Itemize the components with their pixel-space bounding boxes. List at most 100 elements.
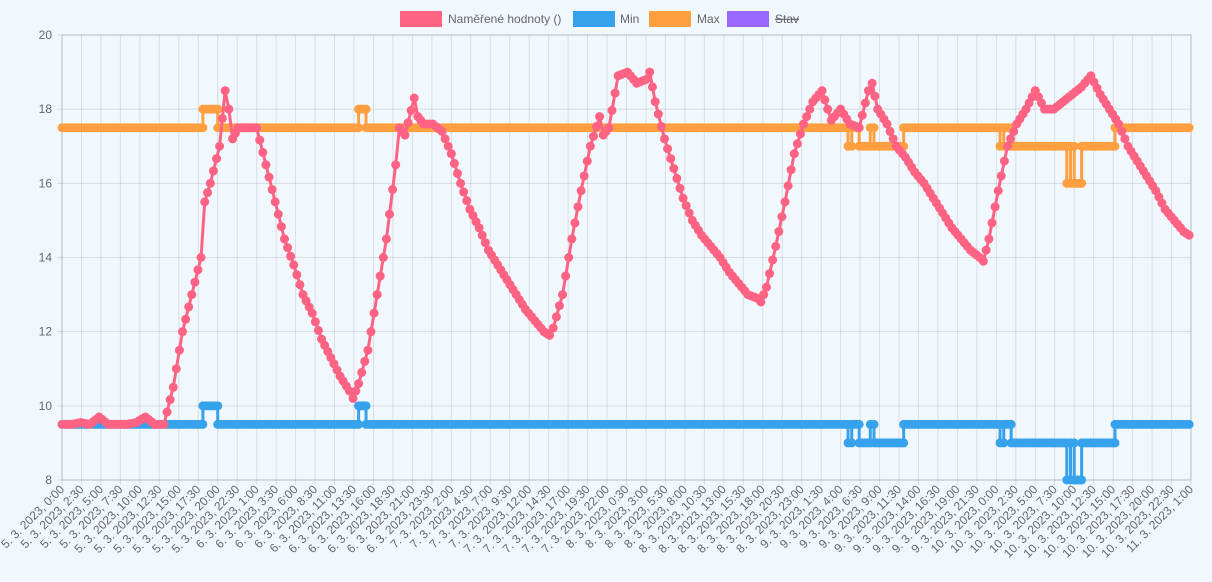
- data-point[interactable]: [999, 156, 1009, 166]
- data-point[interactable]: [174, 345, 184, 355]
- data-point[interactable]: [786, 165, 796, 175]
- data-point[interactable]: [279, 234, 289, 244]
- data-point[interactable]: [403, 118, 413, 128]
- data-point[interactable]: [570, 218, 580, 228]
- data-point[interactable]: [1077, 178, 1087, 188]
- data-point[interactable]: [344, 386, 354, 396]
- data-point[interactable]: [768, 255, 778, 265]
- data-point[interactable]: [162, 407, 172, 417]
- data-point[interactable]: [452, 168, 462, 178]
- data-point[interactable]: [641, 75, 651, 84]
- data-point[interactable]: [1006, 134, 1016, 144]
- data-point[interactable]: [354, 419, 364, 429]
- data-point[interactable]: [585, 141, 595, 151]
- data-point[interactable]: [310, 317, 320, 327]
- data-point[interactable]: [771, 241, 781, 251]
- data-point[interactable]: [400, 130, 410, 140]
- data-point[interactable]: [388, 185, 398, 195]
- data-point[interactable]: [406, 105, 416, 115]
- data-point[interactable]: [292, 270, 302, 280]
- data-point[interactable]: [1184, 123, 1194, 133]
- data-point[interactable]: [1184, 230, 1194, 240]
- data-point[interactable]: [270, 197, 280, 207]
- data-point[interactable]: [190, 277, 200, 287]
- data-point[interactable]: [381, 234, 391, 244]
- data-point[interactable]: [987, 218, 997, 228]
- data-point[interactable]: [456, 178, 466, 188]
- data-point[interactable]: [255, 135, 265, 145]
- data-point[interactable]: [276, 222, 286, 232]
- data-point[interactable]: [993, 186, 1003, 196]
- data-point[interactable]: [313, 325, 323, 335]
- data-point[interactable]: [361, 104, 371, 114]
- data-point[interactable]: [1077, 475, 1087, 485]
- data-point[interactable]: [354, 379, 364, 389]
- data-point[interactable]: [765, 269, 775, 279]
- data-point[interactable]: [802, 112, 812, 122]
- data-point[interactable]: [480, 238, 490, 248]
- data-point[interactable]: [573, 202, 583, 212]
- data-point[interactable]: [205, 178, 215, 188]
- data-point[interactable]: [756, 297, 766, 307]
- data-point[interactable]: [1184, 419, 1194, 429]
- data-point[interactable]: [1069, 438, 1079, 448]
- data-point[interactable]: [446, 149, 456, 159]
- data-point[interactable]: [582, 156, 592, 166]
- data-point[interactable]: [168, 382, 178, 392]
- data-point[interactable]: [385, 209, 395, 219]
- data-point[interactable]: [554, 301, 564, 311]
- data-point[interactable]: [978, 256, 988, 266]
- data-point[interactable]: [551, 312, 561, 322]
- data-point[interactable]: [885, 126, 895, 136]
- data-point[interactable]: [372, 290, 382, 300]
- data-point[interactable]: [789, 149, 799, 159]
- data-point[interactable]: [187, 290, 197, 300]
- data-point[interactable]: [996, 171, 1006, 181]
- data-point[interactable]: [999, 438, 1009, 448]
- data-point[interactable]: [774, 227, 784, 237]
- data-point[interactable]: [165, 395, 175, 405]
- data-point[interactable]: [888, 134, 898, 144]
- data-point[interactable]: [181, 314, 191, 324]
- data-point[interactable]: [348, 393, 358, 403]
- data-point[interactable]: [561, 271, 571, 281]
- data-point[interactable]: [459, 187, 469, 197]
- data-point[interactable]: [1006, 419, 1016, 429]
- data-point[interactable]: [759, 290, 769, 300]
- data-point[interactable]: [799, 119, 809, 129]
- data-point[interactable]: [409, 93, 419, 103]
- data-point[interactable]: [576, 186, 586, 196]
- data-point[interactable]: [660, 134, 670, 144]
- data-point[interactable]: [440, 134, 450, 144]
- data-point[interactable]: [777, 212, 787, 222]
- data-point[interactable]: [1069, 141, 1079, 151]
- data-point[interactable]: [215, 141, 225, 151]
- data-point[interactable]: [672, 173, 682, 183]
- data-point[interactable]: [1117, 126, 1127, 136]
- data-point[interactable]: [588, 131, 598, 141]
- data-point[interactable]: [656, 121, 666, 131]
- data-point[interactable]: [449, 159, 459, 169]
- data-point[interactable]: [592, 121, 602, 131]
- data-point[interactable]: [224, 104, 234, 114]
- data-point[interactable]: [462, 196, 472, 206]
- data-point[interactable]: [579, 171, 589, 181]
- data-point[interactable]: [208, 166, 218, 176]
- legend-item-measured[interactable]: Naměřené hodnoty (): [400, 11, 561, 27]
- data-point[interactable]: [477, 230, 487, 240]
- data-point[interactable]: [817, 86, 827, 96]
- data-point[interactable]: [220, 86, 230, 96]
- data-point[interactable]: [196, 253, 206, 262]
- data-point[interactable]: [847, 141, 857, 151]
- data-point[interactable]: [203, 188, 213, 198]
- data-point[interactable]: [882, 119, 892, 129]
- data-point[interactable]: [653, 109, 663, 119]
- data-point[interactable]: [357, 367, 367, 377]
- data-point[interactable]: [351, 386, 361, 396]
- data-point[interactable]: [684, 208, 694, 218]
- data-point[interactable]: [261, 160, 271, 170]
- data-point[interactable]: [211, 154, 221, 164]
- data-point[interactable]: [252, 123, 262, 133]
- data-point[interactable]: [823, 104, 833, 114]
- data-point[interactable]: [870, 91, 880, 101]
